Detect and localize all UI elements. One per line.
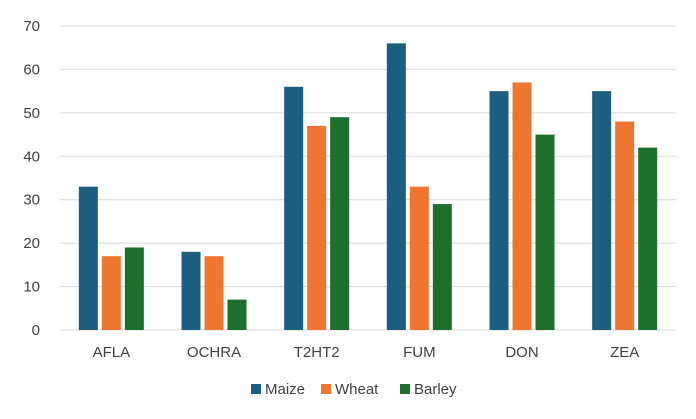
bar-barley-t2ht2 — [330, 117, 350, 330]
y-tick-label: 30 — [23, 192, 40, 209]
bar-barley-fum — [432, 204, 452, 330]
x-tick-label: DON — [505, 344, 538, 361]
y-tick-label: 70 — [23, 18, 40, 35]
bar-wheat-fum — [409, 186, 429, 330]
bar-barley-zea — [638, 147, 658, 330]
y-tick-label: 60 — [23, 61, 40, 78]
y-tick-label: 50 — [23, 105, 40, 122]
x-axis-labels: AFLA OCHRA T2HT2 FUM DON ZEA — [93, 344, 640, 361]
bar-barley-don — [535, 134, 555, 330]
x-tick-label: ZEA — [610, 344, 639, 361]
x-tick-label: T2HT2 — [294, 344, 340, 361]
bar-maize-fum — [386, 43, 406, 330]
bar-maize-afla — [78, 186, 98, 330]
legend: Maize Wheat Barley — [251, 381, 457, 398]
bar-wheat-zea — [615, 121, 635, 331]
bar-barley-ochra — [227, 299, 247, 330]
bar-barley-afla — [124, 247, 144, 330]
bar-wheat-don — [512, 82, 532, 330]
bar-maize-zea — [592, 91, 612, 331]
bar-maize-don — [489, 91, 509, 331]
legend-label-barley: Barley — [414, 381, 457, 398]
y-tick-label: 40 — [23, 148, 40, 165]
y-tick-label: 20 — [23, 235, 40, 252]
legend-label-maize: Maize — [265, 381, 305, 398]
legend-swatch-barley — [400, 384, 410, 394]
bar-wheat-ochra — [204, 256, 224, 330]
bar-maize-ochra — [181, 251, 201, 330]
gridlines — [60, 25, 676, 331]
legend-swatch-maize — [251, 384, 261, 394]
x-tick-label: OCHRA — [187, 344, 241, 361]
bars — [78, 43, 658, 331]
x-tick-label: FUM — [403, 344, 436, 361]
legend-swatch-wheat — [321, 384, 331, 394]
y-tick-label: 10 — [23, 279, 40, 296]
x-tick-label: AFLA — [93, 344, 131, 361]
bar-wheat-afla — [101, 256, 121, 330]
legend-label-wheat: Wheat — [335, 381, 379, 398]
y-tick-label: 0 — [32, 322, 40, 339]
y-axis-ticks: 0 10 20 30 40 50 60 70 — [23, 18, 40, 339]
bar-maize-t2ht2 — [284, 86, 304, 330]
bar-wheat-t2ht2 — [307, 125, 327, 330]
